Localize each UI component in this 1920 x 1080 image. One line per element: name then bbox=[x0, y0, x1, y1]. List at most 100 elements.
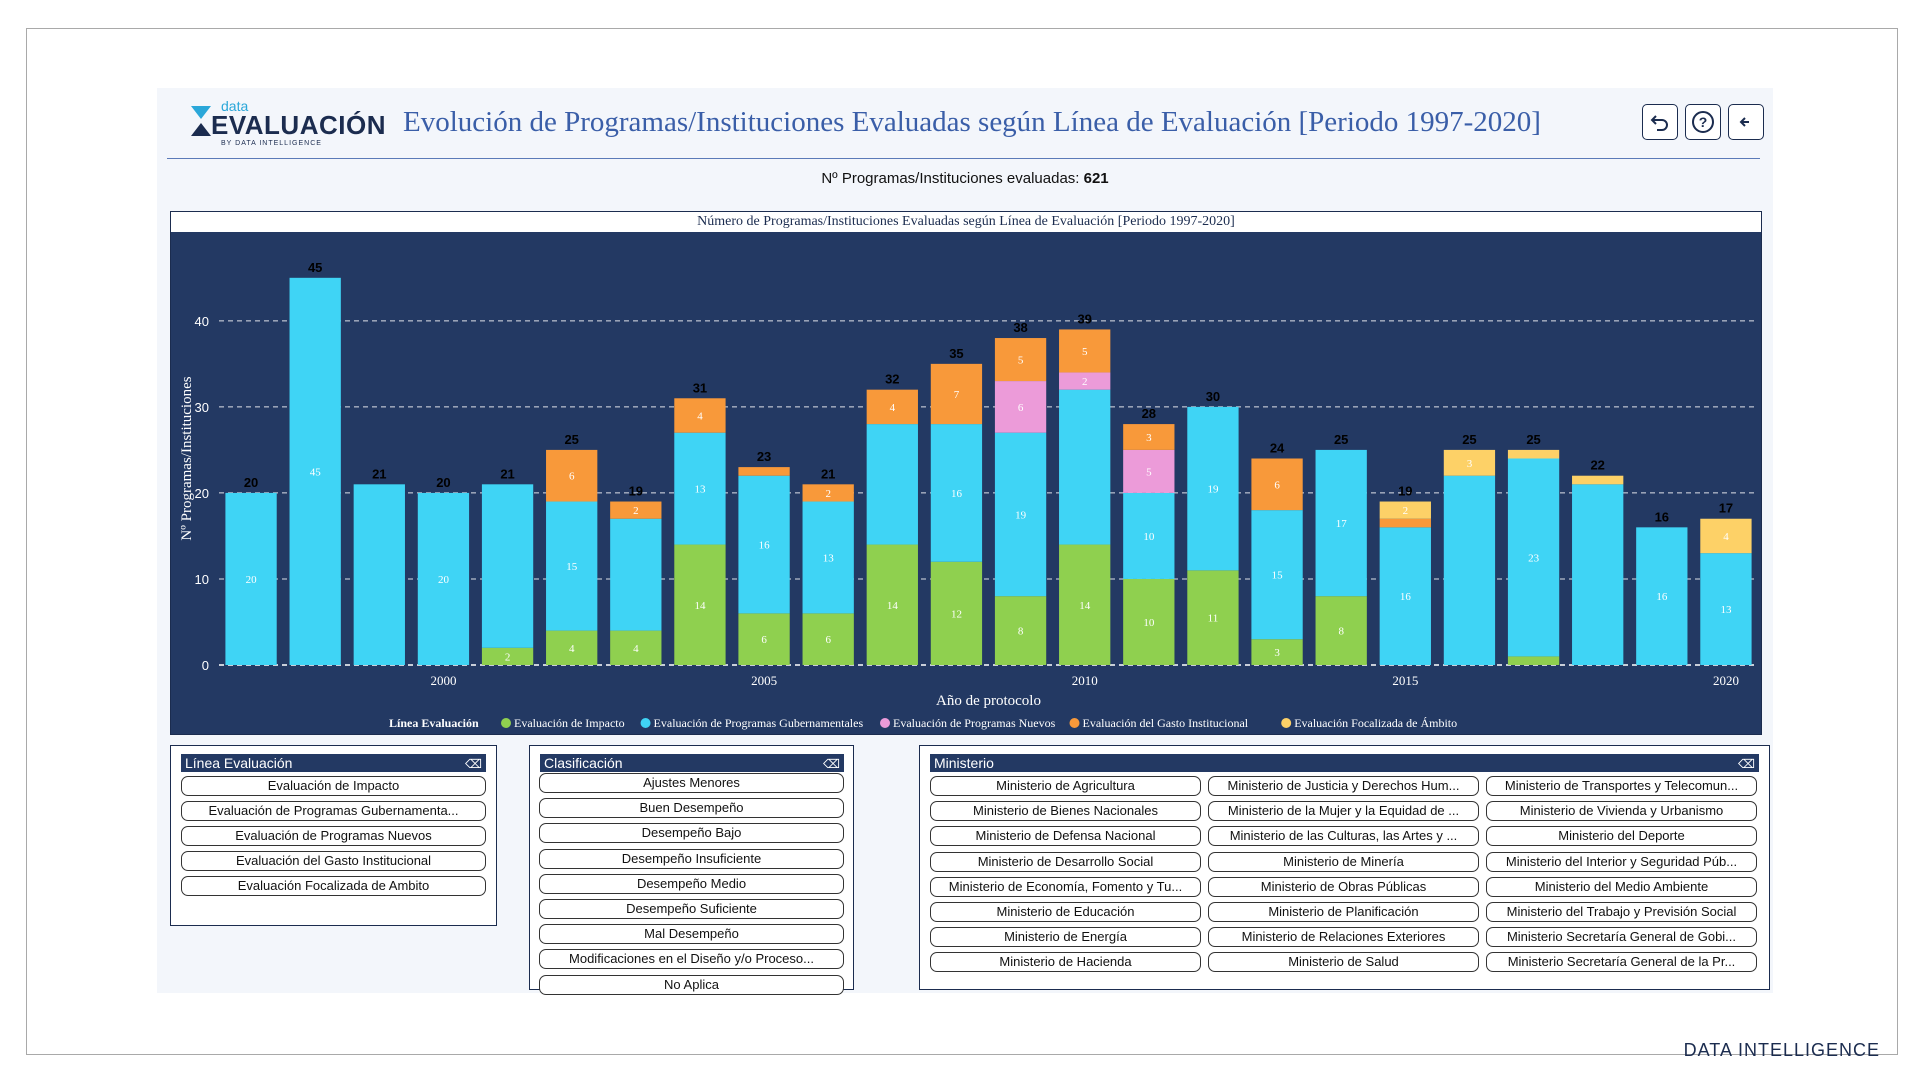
eraser-icon[interactable]: ⌫ bbox=[1738, 757, 1755, 771]
filter-chip[interactable]: Ministerio de Desarrollo Social bbox=[930, 851, 1201, 872]
bar-segment-label: 15 bbox=[1272, 570, 1284, 582]
bar-segment-label: 3 bbox=[1146, 432, 1152, 444]
undo-button[interactable] bbox=[1642, 104, 1678, 140]
filter-chip[interactable]: Desempeño Suficiente bbox=[539, 899, 844, 919]
filter-chip[interactable]: Ministerio de Minería bbox=[1208, 851, 1479, 872]
bar-segment bbox=[1507, 656, 1560, 665]
filter-chip[interactable]: Ministerio de las Culturas, las Artes y … bbox=[1208, 826, 1479, 847]
legend-swatch bbox=[1281, 718, 1292, 728]
filter-chip[interactable]: Ministerio de la Mujer y la Equidad de .… bbox=[1208, 801, 1479, 822]
filter-chip[interactable]: Modificaciones en el Diseño y/o Proceso.… bbox=[539, 949, 844, 970]
filter-clasificacion-header: Clasificación ⌫ bbox=[540, 754, 844, 772]
legend-item: Evaluación del Gasto Institucional bbox=[1083, 716, 1249, 730]
bar-segment bbox=[1443, 449, 1496, 476]
bar-segment-label: 3 bbox=[1274, 647, 1280, 659]
filter-chip[interactable]: Evaluación de Programas Nuevos bbox=[181, 826, 486, 846]
filter-ministerio-panel: Ministerio ⌫ Ministerio de Agricultura Mi… bbox=[919, 745, 1770, 990]
logo-mark-icon bbox=[191, 106, 211, 136]
bar-segment bbox=[481, 484, 534, 648]
bar-segment-label: 5 bbox=[1082, 346, 1088, 358]
bar-segment bbox=[1251, 510, 1303, 640]
back-button[interactable] bbox=[1728, 104, 1764, 140]
bar-segment bbox=[1572, 475, 1624, 485]
filter-chip[interactable]: Ministerio de Economía, Fomento y Tu... bbox=[930, 876, 1201, 897]
filter-chip[interactable]: Ministerio de Planificación bbox=[1208, 902, 1479, 922]
filter-chip[interactable]: Ministerio de Justicia y Derechos Hum... bbox=[1208, 776, 1479, 796]
filter-chip[interactable]: Evaluación del Gasto Institucional bbox=[181, 851, 486, 871]
filter-chip[interactable]: Ministerio de Relaciones Exteriores bbox=[1208, 927, 1479, 948]
filter-chip[interactable]: Ministerio del Medio Ambiente bbox=[1486, 876, 1757, 897]
bar-segment bbox=[930, 424, 983, 562]
filter-chip[interactable]: Ministerio de Defensa Nacional bbox=[930, 826, 1201, 847]
x-tick-label: 2000 bbox=[430, 673, 456, 688]
bar-segment-label: 5 bbox=[1018, 355, 1024, 367]
bar-total-label: 20 bbox=[436, 475, 450, 490]
filter-chip[interactable]: Desempeño Insuficiente bbox=[539, 848, 844, 869]
bar-segment-label: 7 bbox=[954, 389, 960, 401]
filter-chip[interactable]: Ministerio del Deporte bbox=[1486, 826, 1757, 847]
filter-chip[interactable]: Ministerio de Agricultura bbox=[930, 776, 1201, 796]
chart-title: Número de Programas/Instituciones Evalua… bbox=[171, 212, 1761, 232]
filter-chip[interactable]: Desempeño Medio bbox=[539, 873, 844, 894]
program-count: Nº Programas/Instituciones evaluadas: 62… bbox=[157, 170, 1773, 187]
legend-title: Línea Evaluación bbox=[389, 716, 479, 730]
bar-segment bbox=[866, 389, 918, 425]
bar-segment bbox=[610, 501, 662, 519]
bar-total-label: 25 bbox=[1334, 432, 1348, 447]
bar-segment bbox=[1123, 578, 1175, 665]
filter-chip[interactable]: Ajustes Menores bbox=[539, 773, 844, 793]
filter-chip[interactable]: Ministerio de Salud bbox=[1208, 952, 1479, 973]
eraser-icon[interactable]: ⌫ bbox=[823, 757, 840, 771]
filter-chip[interactable]: No Aplica bbox=[539, 974, 844, 995]
legend-swatch bbox=[501, 718, 511, 728]
eraser-icon[interactable]: ⌫ bbox=[465, 757, 482, 771]
x-tick-label: 2015 bbox=[1392, 673, 1418, 688]
bar-segment bbox=[610, 630, 662, 665]
help-button[interactable]: ? bbox=[1685, 104, 1721, 140]
filter-chip[interactable]: Ministerio de Vivienda y Urbanismo bbox=[1486, 801, 1757, 822]
bar-segment-label: 8 bbox=[1018, 626, 1024, 638]
filter-chip[interactable]: Mal Desempeño bbox=[539, 924, 844, 945]
bar-segment bbox=[546, 501, 598, 631]
filter-chip[interactable]: Ministerio del Trabajo y Previsión Socia… bbox=[1486, 902, 1757, 922]
bar-total-label: 19 bbox=[629, 484, 643, 499]
filter-chip[interactable]: Evaluación Focalizada de Ambito bbox=[181, 876, 486, 896]
bar-segment bbox=[930, 363, 983, 425]
filter-chip[interactable]: Ministerio Secretaría General de Gobi... bbox=[1486, 927, 1757, 948]
filter-chip[interactable]: Ministerio de Bienes Nacionales bbox=[930, 801, 1201, 822]
bar-segment bbox=[1251, 458, 1303, 511]
filter-chip[interactable]: Ministerio Secretaría General de la Pr..… bbox=[1486, 952, 1757, 973]
bar-total-label: 35 bbox=[949, 346, 963, 361]
bar-segment bbox=[674, 398, 726, 433]
filter-chip[interactable]: Ministerio de Energía bbox=[930, 927, 1201, 948]
bar-segment bbox=[738, 613, 790, 665]
bar-segment-label: 13 bbox=[823, 552, 835, 564]
bar-segment-label: 4 bbox=[569, 643, 575, 655]
bar-segment bbox=[1059, 544, 1111, 665]
filter-chip[interactable]: Ministerio del Interior y Seguridad Púb.… bbox=[1486, 851, 1757, 872]
filter-ministerio-title: Ministerio bbox=[934, 755, 994, 771]
filter-chip[interactable]: Ministerio de Hacienda bbox=[930, 952, 1201, 973]
bar-segment-label: 20 bbox=[246, 574, 258, 586]
filter-chip[interactable]: Ministerio de Obras Públicas bbox=[1208, 876, 1479, 897]
filter-chip[interactable]: Ministerio de Educación bbox=[930, 902, 1201, 922]
bar-segment-label: 6 bbox=[1274, 479, 1280, 491]
filter-chip[interactable]: Evaluación de Impacto bbox=[181, 776, 486, 796]
stacked-bar-chart: 0102030402020454521202022141562542191413… bbox=[179, 260, 1758, 730]
bar-segment bbox=[994, 338, 1047, 382]
filter-chip[interactable]: Evaluación de Programas Gubernamenta... bbox=[181, 801, 486, 821]
bar-segment-label: 13 bbox=[1720, 604, 1732, 616]
bar-segment bbox=[1572, 484, 1624, 665]
filter-chip[interactable]: Desempeño Bajo bbox=[539, 823, 844, 844]
bar-segment bbox=[1251, 639, 1303, 665]
help-icon: ? bbox=[1692, 111, 1714, 133]
bar-segment-label: 6 bbox=[761, 634, 767, 646]
bar-total-label: 21 bbox=[821, 466, 835, 481]
bar-segment-label: 4 bbox=[697, 410, 703, 422]
filter-chip[interactable]: Ministerio de Transportes y Telecomun... bbox=[1486, 776, 1757, 796]
filter-ministerio-header: Ministerio ⌫ bbox=[930, 754, 1759, 772]
filter-chip[interactable]: Buen Desempeño bbox=[539, 798, 844, 819]
bar-segment bbox=[866, 424, 918, 545]
y-tick-label: 40 bbox=[195, 314, 209, 329]
legend-item: Evaluación de Impacto bbox=[514, 716, 625, 730]
